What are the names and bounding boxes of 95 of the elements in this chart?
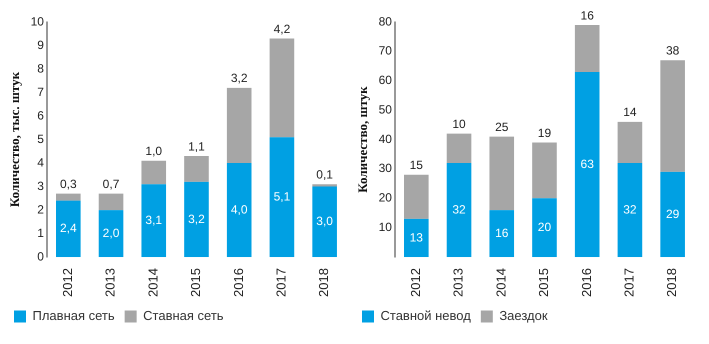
x-tick-label: 2018 bbox=[664, 268, 680, 297]
bar bbox=[618, 122, 642, 164]
data-label: 13 bbox=[410, 230, 424, 244]
y-tick-label: 50 bbox=[378, 102, 392, 116]
data-label: 29 bbox=[666, 206, 680, 221]
legend-label: Ставной невод bbox=[380, 308, 472, 324]
data-label: 15 bbox=[410, 158, 424, 172]
data-label: 0,3 bbox=[60, 176, 77, 191]
bar bbox=[446, 163, 472, 258]
data-label: 32 bbox=[452, 202, 466, 216]
data-label: 3,2 bbox=[188, 212, 206, 226]
bar bbox=[270, 38, 294, 138]
data-label: 4,0 bbox=[230, 202, 248, 216]
bar bbox=[98, 194, 124, 210]
y-tick-label: 8 bbox=[37, 61, 44, 76]
bar bbox=[404, 174, 429, 219]
bar bbox=[532, 198, 557, 258]
y-tick-label: 40 bbox=[378, 132, 392, 146]
bar bbox=[532, 142, 557, 198]
data-label: 2,4 bbox=[60, 221, 77, 236]
data-label: 10 bbox=[452, 116, 466, 131]
data-label: 19 bbox=[538, 126, 552, 140]
x-tick-label: 2013 bbox=[450, 268, 466, 297]
y-tick-label: 30 bbox=[378, 161, 392, 176]
bar bbox=[489, 136, 514, 210]
data-label: 63 bbox=[580, 156, 594, 171]
data-label: 14 bbox=[623, 105, 637, 120]
data-label: 0,7 bbox=[102, 176, 120, 191]
x-tick-label: 2017 bbox=[273, 268, 288, 297]
x-tick-label: 2014 bbox=[493, 268, 508, 297]
bar bbox=[226, 163, 252, 258]
data-label: 3,0 bbox=[316, 214, 334, 228]
bar bbox=[226, 88, 252, 164]
y-tick-label: 10 bbox=[30, 14, 44, 28]
data-label: 4,2 bbox=[274, 22, 291, 36]
x-tick-label: 2012 bbox=[60, 268, 75, 297]
bar bbox=[141, 160, 166, 184]
bar bbox=[660, 60, 685, 172]
data-label: 20 bbox=[538, 220, 552, 234]
data-label: 1,0 bbox=[145, 144, 162, 158]
y-tick-label: 9 bbox=[37, 38, 44, 52]
x-tick-label: 2014 bbox=[145, 268, 160, 297]
data-label: 2,0 bbox=[102, 226, 120, 240]
y-tick-label: 2 bbox=[37, 202, 44, 216]
bar bbox=[56, 200, 81, 258]
legend-label: Заездок bbox=[499, 308, 548, 324]
y-tick-label: 60 bbox=[378, 73, 392, 88]
legend-label: Плавная сеть bbox=[32, 308, 115, 324]
bar bbox=[184, 156, 209, 182]
x-tick-label: 2018 bbox=[316, 268, 332, 297]
bar bbox=[312, 184, 337, 187]
data-label: 3,1 bbox=[145, 212, 162, 227]
y-tick-label: 3 bbox=[37, 178, 44, 193]
bar bbox=[574, 24, 600, 72]
y-tick-label: 1 bbox=[37, 226, 44, 240]
data-label: 32 bbox=[623, 202, 637, 216]
x-tick-label: 2012 bbox=[408, 268, 423, 297]
bar bbox=[574, 72, 600, 258]
bar bbox=[660, 172, 685, 258]
y-tick-label: 6 bbox=[37, 108, 44, 122]
bar bbox=[98, 210, 124, 258]
data-label: 5,1 bbox=[274, 189, 291, 204]
y-tick-label: 5 bbox=[37, 132, 44, 146]
bar bbox=[404, 218, 429, 258]
y-axis-title: Количество, тыс. штук bbox=[7, 71, 22, 208]
bar bbox=[618, 163, 642, 258]
y-tick-label: 4 bbox=[37, 155, 44, 170]
data-label: 0,1 bbox=[316, 168, 334, 182]
bar bbox=[312, 186, 337, 258]
x-tick-label: 2016 bbox=[578, 268, 594, 297]
x-tick-label: 2013 bbox=[102, 268, 118, 297]
legend-label: Ставная сеть bbox=[143, 308, 224, 324]
bar bbox=[446, 134, 472, 164]
bar bbox=[489, 210, 514, 258]
y-tick-label: 80 bbox=[378, 14, 392, 28]
y-axis-title: Количество, штук bbox=[355, 86, 370, 193]
bar bbox=[141, 184, 166, 258]
y-tick-label: 70 bbox=[378, 44, 392, 58]
data-label: 16 bbox=[495, 226, 509, 240]
data-label: 25 bbox=[495, 120, 509, 134]
bar bbox=[184, 182, 209, 258]
x-tick-label: 2017 bbox=[621, 268, 636, 297]
data-label: 1,1 bbox=[188, 139, 206, 154]
y-tick-label: 7 bbox=[37, 84, 44, 99]
x-tick-label: 2015 bbox=[536, 268, 552, 297]
data-label: 38 bbox=[666, 44, 680, 58]
bar bbox=[270, 137, 294, 258]
y-tick-label: 0 bbox=[37, 249, 44, 264]
bar bbox=[56, 194, 81, 201]
data-label: 16 bbox=[580, 8, 594, 22]
y-tick-label: 10 bbox=[378, 220, 392, 234]
x-tick-label: 2016 bbox=[230, 268, 246, 297]
data-label: 3,2 bbox=[230, 71, 248, 86]
x-tick-label: 2015 bbox=[188, 268, 204, 297]
y-tick-label: 20 bbox=[378, 190, 392, 205]
